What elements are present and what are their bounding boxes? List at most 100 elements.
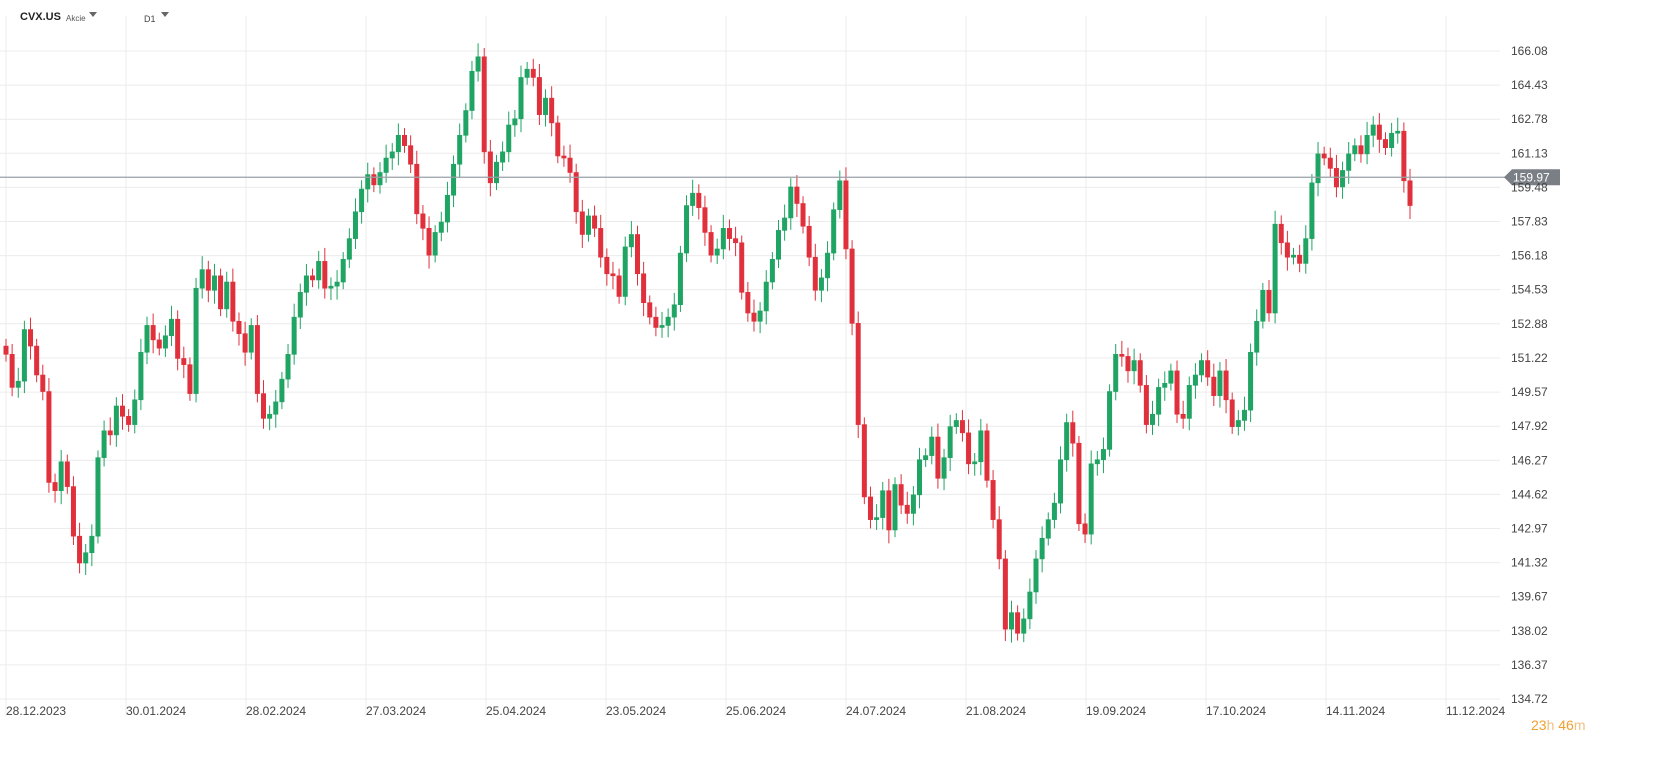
y-tick-label: 149.57 xyxy=(1511,385,1548,399)
x-tick-label: 27.03.2024 xyxy=(366,704,426,718)
candle xyxy=(224,271,230,318)
candle-body xyxy=(469,70,475,111)
candle-body xyxy=(144,325,150,353)
candle-body xyxy=(592,215,598,229)
candle xyxy=(684,195,690,262)
candle-body xyxy=(402,135,408,146)
candle-body xyxy=(95,457,101,537)
candle-body xyxy=(1309,182,1315,239)
candle-body xyxy=(726,227,732,239)
candle-body xyxy=(322,261,328,289)
candle-body xyxy=(46,391,52,483)
candle-body xyxy=(1376,124,1382,140)
candle xyxy=(181,346,187,379)
candle xyxy=(1205,350,1211,386)
symbol-dropdown-chevron-down-icon[interactable] xyxy=(89,12,97,17)
candle-body xyxy=(849,248,855,324)
candle-body xyxy=(40,374,46,392)
candle-body xyxy=(763,281,769,312)
candle-body xyxy=(1389,132,1395,149)
candle xyxy=(352,198,358,249)
symbol-label[interactable]: CVX.US xyxy=(20,11,61,23)
candle-body xyxy=(1382,139,1388,149)
candle-body xyxy=(1260,289,1266,322)
timeframe-label[interactable]: D1 xyxy=(144,14,156,24)
candle-body xyxy=(585,215,591,235)
candle-body xyxy=(1192,374,1198,386)
candle xyxy=(880,481,886,530)
candle-body xyxy=(861,424,867,498)
candle xyxy=(218,268,224,317)
candle xyxy=(708,225,714,263)
candle-body xyxy=(561,155,567,159)
candle-body xyxy=(1033,558,1039,593)
x-tick-label: 30.01.2024 xyxy=(126,704,186,718)
candle-body xyxy=(408,145,414,165)
candle-body xyxy=(806,225,812,258)
candle xyxy=(947,414,953,472)
chart-grid xyxy=(0,16,1500,716)
candle xyxy=(119,394,125,430)
candle xyxy=(328,277,334,301)
candle-body xyxy=(1180,413,1186,419)
candle-body xyxy=(1364,135,1370,155)
candle-body xyxy=(1137,360,1143,386)
candle xyxy=(585,208,591,242)
candle-body xyxy=(463,110,469,136)
candle-body xyxy=(426,227,432,256)
candle-body xyxy=(101,430,107,458)
candle-body xyxy=(205,269,211,291)
candle-body xyxy=(610,273,616,277)
candle xyxy=(101,420,107,467)
y-tick-label: 156.18 xyxy=(1511,249,1548,263)
candle xyxy=(818,269,824,303)
candle xyxy=(291,303,297,365)
candle-body xyxy=(1291,254,1297,258)
candle xyxy=(702,195,708,246)
candle xyxy=(9,344,15,397)
candle-body xyxy=(248,325,254,353)
candle xyxy=(132,389,138,434)
candle xyxy=(555,115,561,164)
timeframe-dropdown-chevron-down-icon[interactable] xyxy=(161,12,169,17)
candle-body xyxy=(579,211,585,235)
candle xyxy=(126,409,132,432)
candle xyxy=(389,143,395,170)
candle-body xyxy=(659,325,665,328)
candle-body xyxy=(880,490,886,518)
candle-body xyxy=(242,333,248,353)
candle-body xyxy=(389,151,395,159)
candle-body xyxy=(1266,289,1272,314)
candle xyxy=(95,450,101,544)
candle xyxy=(199,256,205,299)
current-price-line: 159.97 xyxy=(0,169,1560,186)
candle-body xyxy=(1272,223,1278,314)
candle xyxy=(690,179,696,216)
candle xyxy=(929,426,935,465)
candle xyxy=(788,178,794,230)
candle xyxy=(782,204,788,241)
y-tick-label: 134.72 xyxy=(1511,692,1548,706)
candle xyxy=(1266,279,1272,322)
candle-body xyxy=(303,275,309,293)
candle xyxy=(1217,362,1223,408)
candle-body xyxy=(843,180,849,250)
candle-body xyxy=(837,180,843,210)
candle-body xyxy=(1143,385,1149,425)
candle xyxy=(285,344,291,388)
candle-body xyxy=(984,430,990,481)
candle-body xyxy=(788,186,794,219)
candle xyxy=(83,543,89,575)
candle xyxy=(1303,225,1309,274)
candle xyxy=(855,311,861,439)
candle xyxy=(359,180,365,224)
candle xyxy=(21,320,27,394)
candle-body xyxy=(432,232,438,256)
candle xyxy=(438,211,444,242)
candle-body xyxy=(187,364,193,394)
candle xyxy=(242,321,248,366)
candle xyxy=(917,447,923,509)
candle xyxy=(518,65,524,133)
candle-body xyxy=(745,292,751,314)
